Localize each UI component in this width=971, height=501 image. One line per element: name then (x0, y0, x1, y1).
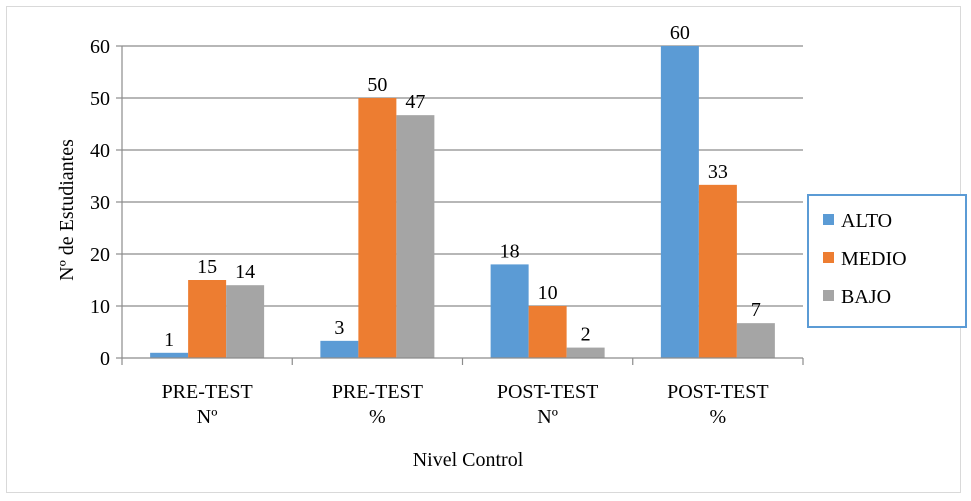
bar-alto (320, 340, 359, 358)
data-label: 50 (367, 74, 387, 96)
x-tick-label: PRE-TEST (162, 381, 253, 403)
x-tick-label: % (710, 406, 727, 428)
x-axis-title: Nivel Control (413, 449, 524, 471)
legend-swatch-medio (823, 252, 834, 263)
legend-label-alto: ALTO (841, 210, 892, 232)
y-tick-label: 20 (90, 244, 110, 266)
data-label: 60 (670, 22, 690, 44)
y-axis-title: Nº de Estudiantes (56, 139, 78, 281)
bar-alto (490, 264, 529, 358)
y-tick-label: 0 (100, 348, 110, 370)
bar-bajo (736, 323, 775, 358)
data-label: 47 (405, 91, 425, 113)
bar-bajo (396, 115, 435, 358)
data-label: 14 (235, 261, 255, 283)
legend-box (807, 194, 967, 328)
y-tick-label: 60 (90, 36, 110, 58)
legend-label-medio: MEDIO (841, 248, 907, 270)
data-labels: 1 3 18 60 15 50 10 33 14 47 2 7 (164, 22, 761, 351)
bar-bajo (566, 347, 605, 358)
x-tick-label: POST-TEST (667, 381, 769, 403)
x-tick-label: POST-TEST (497, 381, 599, 403)
legend-swatch-alto (823, 214, 834, 225)
chart-frame (6, 6, 961, 493)
axes: 0 10 20 30 40 50 60 PRE-TEST Nº PRE-TEST% POST-TES… (90, 36, 804, 428)
legend-label-bajo: BAJO (841, 286, 891, 308)
bar-medio (358, 98, 397, 358)
y-tick-label: 50 (90, 88, 110, 110)
y-tick-label: 40 (90, 140, 110, 162)
data-label: 18 (500, 240, 520, 262)
data-label: 15 (197, 256, 217, 278)
data-label: 1 (164, 329, 174, 351)
bar-alto (150, 352, 189, 358)
data-label: 10 (538, 282, 558, 304)
data-label: 33 (708, 161, 728, 183)
data-label: 2 (581, 324, 591, 346)
data-label: 3 (334, 317, 344, 339)
bar-bajo (226, 285, 265, 358)
bar-medio (188, 280, 227, 358)
bar-medio (698, 184, 737, 358)
data-label: 7 (751, 299, 761, 321)
legend: ALTO MEDIO BAJO (807, 194, 967, 328)
y-tick-label: 30 (90, 192, 110, 214)
x-tick-label: % (369, 406, 386, 428)
x-tick-label: PRE-TEST (332, 381, 423, 403)
legend-swatch-bajo (823, 290, 834, 301)
bar-medio (528, 306, 567, 358)
bars (150, 46, 775, 358)
x-tick-label: Nº (537, 406, 558, 428)
bar-alto (660, 46, 699, 358)
x-tick-label: Nº (197, 406, 218, 428)
y-tick-label: 10 (90, 296, 110, 318)
